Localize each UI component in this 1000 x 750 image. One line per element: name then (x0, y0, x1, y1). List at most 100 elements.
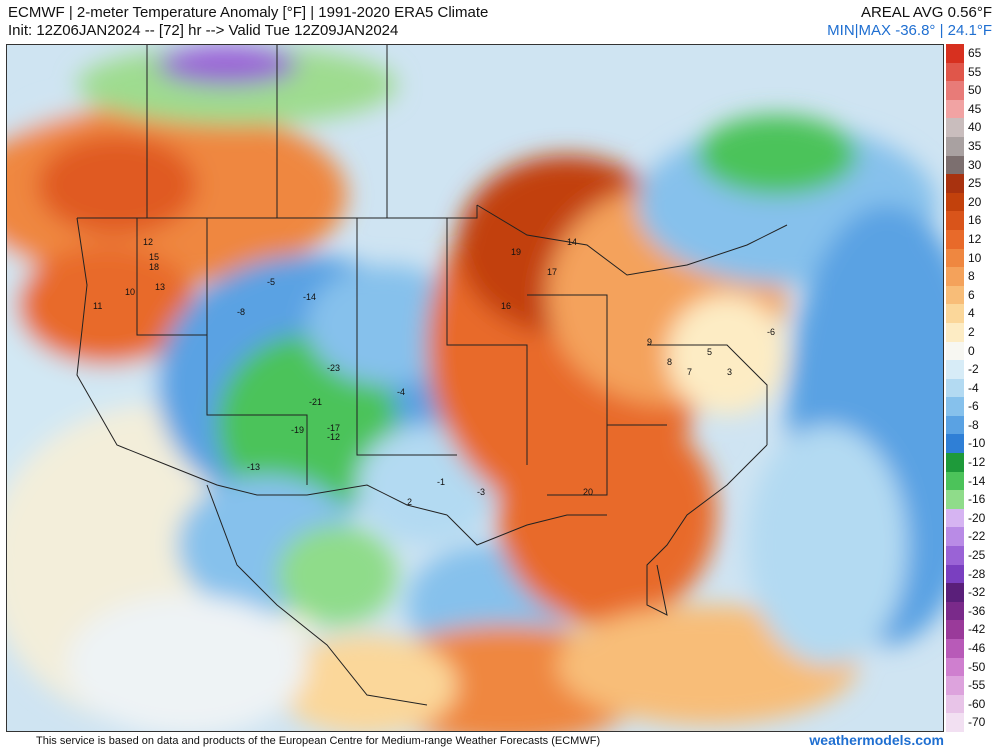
southeast-coast (646, 444, 768, 616)
colorbar-level: -12 (946, 453, 998, 472)
gulf-coast (446, 514, 607, 546)
colorbar-label: -6 (968, 399, 979, 414)
colorbar-swatch (946, 174, 964, 193)
colorbar-swatch (946, 490, 964, 509)
colorbar-level: 8 (946, 267, 998, 286)
colorbar-label: 30 (968, 157, 982, 172)
colorbar-level: 0 (946, 341, 998, 361)
colorbar-level: 6 (946, 285, 998, 305)
mexico-coast (206, 484, 428, 706)
colorbar-level: 40 (946, 118, 998, 137)
colorbar-label: 4 (968, 306, 975, 321)
state-lines-plains (356, 218, 457, 456)
colorbar-label: 25 (968, 176, 982, 191)
colorbar-swatch (946, 267, 964, 286)
map-label: -4 (397, 387, 405, 397)
colorbar-level: -20 (946, 508, 998, 528)
map-label: 18 (149, 262, 159, 272)
map-label: 11 (93, 301, 102, 311)
colorbar-label: -42 (968, 622, 986, 637)
colorbar-level: -25 (946, 546, 998, 565)
colorbar-label: -46 (968, 641, 986, 656)
boundaries (76, 45, 788, 706)
map-label: -1 (437, 477, 445, 487)
colorbar-label: 20 (968, 194, 982, 209)
anomaly-map-canvas: 12 15 18 13 10 11 -5 -14 -19 -17 -13 -23… (7, 45, 943, 731)
colorbar-level: -46 (946, 639, 998, 658)
colorbar-label: 2 (968, 324, 975, 339)
map-label: -14 (303, 292, 316, 302)
colorbar-label: -50 (968, 659, 986, 674)
site-link[interactable]: weathermodels.com (809, 732, 944, 748)
colorbar-swatch (946, 285, 964, 305)
colorbar-swatch (946, 471, 964, 491)
colorbar-swatch (946, 99, 964, 119)
colorbar-swatch (946, 620, 964, 640)
colorbar-label: -8 (968, 417, 979, 432)
colorbar-level: 50 (946, 81, 998, 100)
colorbar-swatch (946, 601, 964, 621)
colorbar-label: 10 (968, 250, 982, 265)
colorbar-label: -20 (968, 510, 986, 525)
colorbar-label: 45 (968, 101, 982, 116)
colorbar-swatch (946, 304, 964, 323)
colorbar-label: 50 (968, 83, 982, 98)
colorbar-label: 12 (968, 231, 982, 246)
colorbar-label: -28 (968, 566, 986, 581)
colorbar-label: -10 (968, 436, 986, 451)
colorbar-level: -6 (946, 397, 998, 416)
colorbar-swatch (946, 322, 964, 342)
great-lakes-border (476, 204, 788, 276)
state-lines-east (647, 344, 768, 445)
colorbar-swatch (946, 229, 964, 249)
colorbar-label: -14 (968, 473, 986, 488)
colorbar-label: -22 (968, 529, 986, 544)
colorbar-label: -70 (968, 715, 986, 730)
colorbar-swatch (946, 211, 964, 230)
colorbar-label: -36 (968, 603, 986, 618)
colorbar-level: -60 (946, 694, 998, 714)
ecmwf-disclaimer: This service is based on data and produc… (36, 735, 601, 747)
state-lines-west (136, 218, 207, 336)
colorbar-label: 40 (968, 120, 982, 135)
colorbar-swatch (946, 155, 964, 175)
colorbar-level: 65 (946, 44, 998, 63)
map-title: ECMWF | 2-meter Temperature Anomaly [°F]… (8, 4, 489, 21)
colorbar-swatch (946, 397, 964, 416)
colorbar-swatch (946, 527, 964, 547)
colorbar-label: 0 (968, 343, 975, 358)
us-canada-border (77, 205, 478, 219)
map-label: -13 (247, 462, 260, 472)
colorbar-level: -4 (946, 378, 998, 398)
colorbar-label: -16 (968, 492, 986, 507)
map-label: 14 (567, 237, 577, 247)
colorbar-swatch (946, 639, 964, 658)
colorbar-level: 25 (946, 174, 998, 193)
map-label: 9 (647, 337, 652, 347)
colorbar-level: -50 (946, 657, 998, 677)
colorbar-swatch (946, 136, 964, 156)
map-label: 15 (149, 252, 159, 262)
colorbar-level: -36 (946, 601, 998, 621)
map-label: 10 (125, 287, 135, 297)
colorbar-level: 10 (946, 248, 998, 268)
state-lines-central (446, 218, 528, 465)
colorbar-label: -4 (968, 380, 979, 395)
colorbar-label: -25 (968, 548, 986, 563)
map-label: 12 (143, 237, 153, 247)
colorbar-legend: 65 55 50 45 40 35 30 25 20 16 12 10 8 6 4 2 0 -2 -4 -6 -8 -10… (946, 44, 998, 732)
state-lines-mountain (206, 218, 308, 485)
colorbar-label: 6 (968, 287, 975, 302)
colorbar-level: 35 (946, 136, 998, 156)
colorbar-swatch (946, 44, 964, 63)
colorbar-level: 20 (946, 192, 998, 212)
colorbar-label: -12 (968, 455, 986, 470)
colorbar-label: 35 (968, 138, 982, 153)
colorbar-swatch (946, 676, 964, 695)
colorbar-swatch (946, 508, 964, 528)
map-label: 19 (511, 247, 521, 257)
map-label: 8 (667, 357, 672, 367)
map-label: 17 (547, 267, 557, 277)
colorbar-swatch (946, 453, 964, 472)
colorbar-swatch (946, 62, 964, 82)
